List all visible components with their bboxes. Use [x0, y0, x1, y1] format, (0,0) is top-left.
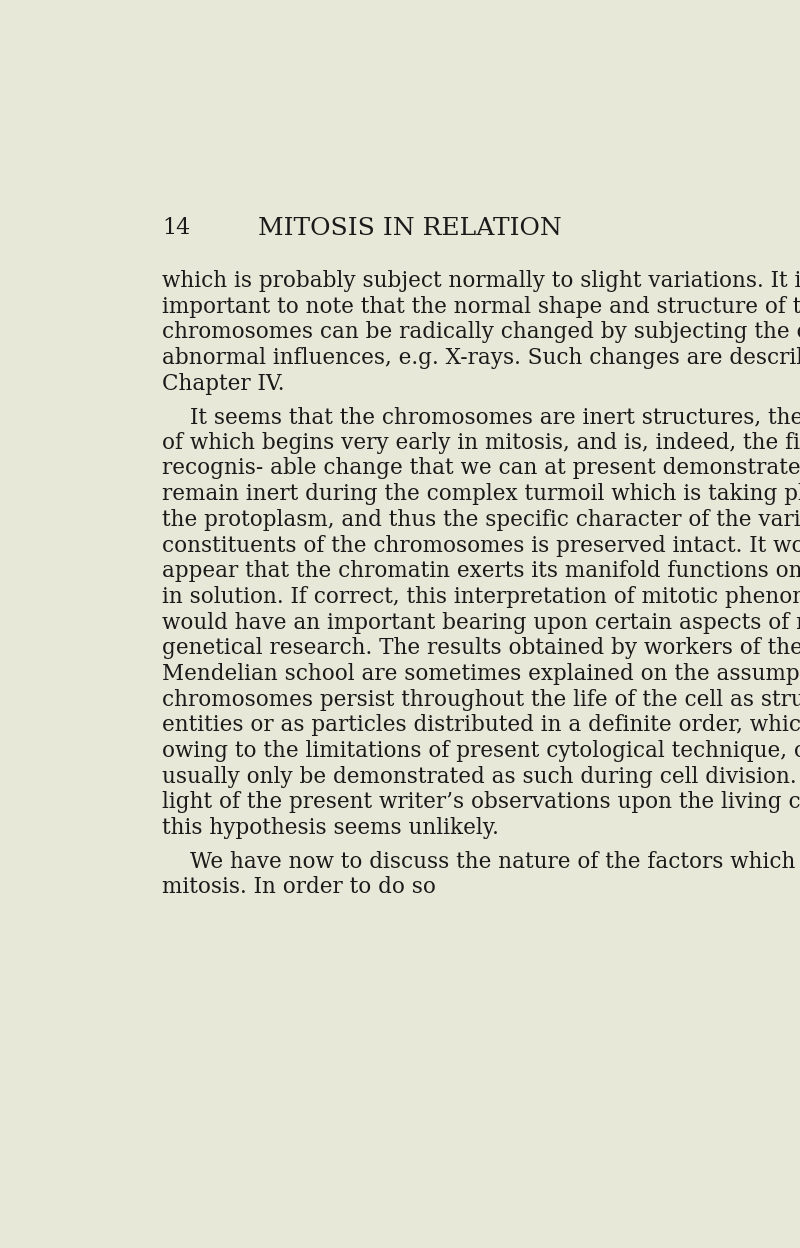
Text: Mendelian school are sometimes explained on the assumption that the: Mendelian school are sometimes explained… [162, 663, 800, 685]
Text: chromosomes can be radically changed by subjecting the cell to: chromosomes can be radically changed by … [162, 321, 800, 343]
Text: would have an important bearing upon certain aspects of modern: would have an important bearing upon cer… [162, 612, 800, 634]
Text: entities or as particles distributed in a definite order, which,: entities or as particles distributed in … [162, 714, 800, 736]
Text: MITOSIS IN RELATION: MITOSIS IN RELATION [258, 217, 562, 240]
Text: It seems that the chromosomes are inert structures, the formation: It seems that the chromosomes are inert … [190, 406, 800, 428]
Text: the protoplasm, and thus the specific character of the various: the protoplasm, and thus the specific ch… [162, 509, 800, 530]
Text: recognis- able change that we can at present demonstrate. They: recognis- able change that we can at pre… [162, 458, 800, 479]
Text: remain inert during the complex turmoil which is taking place in: remain inert during the complex turmoil … [162, 483, 800, 505]
Text: usually only be demonstrated as such during cell division. In the: usually only be demonstrated as such dur… [162, 766, 800, 787]
Text: appear that the chromatin exerts its manifold functions only when: appear that the chromatin exerts its man… [162, 560, 800, 583]
Text: light of the present writer’s observations upon the living cell: light of the present writer’s observatio… [162, 791, 800, 814]
Text: chromosomes persist throughout the life of the cell as structural: chromosomes persist throughout the life … [162, 689, 800, 710]
Text: We have now to discuss the nature of the factors which induce: We have now to discuss the nature of the… [190, 851, 800, 872]
Text: in solution. If correct, this interpretation of mitotic phenomena: in solution. If correct, this interpreta… [162, 585, 800, 608]
Text: of which begins very early in mitosis, and is, indeed, the first: of which begins very early in mitosis, a… [162, 432, 800, 454]
Text: mitosis. In order to do so: mitosis. In order to do so [162, 876, 436, 899]
Text: Chapter IV.: Chapter IV. [162, 373, 285, 394]
Text: owing to the limitations of present cytological technique, can: owing to the limitations of present cyto… [162, 740, 800, 763]
Text: which is probably subject normally to slight variations. It is: which is probably subject normally to sl… [162, 270, 800, 292]
Text: this hypothesis seems unlikely.: this hypothesis seems unlikely. [162, 817, 499, 839]
Text: important to note that the normal shape and structure of the: important to note that the normal shape … [162, 296, 800, 317]
Text: constituents of the chromosomes is preserved intact. It would: constituents of the chromosomes is prese… [162, 534, 800, 557]
Text: abnormal influences, e.g. X-rays. Such changes are described in: abnormal influences, e.g. X-rays. Such c… [162, 347, 800, 369]
Text: genetical research. The results obtained by workers of the: genetical research. The results obtained… [162, 638, 800, 659]
Text: 14: 14 [162, 217, 190, 240]
